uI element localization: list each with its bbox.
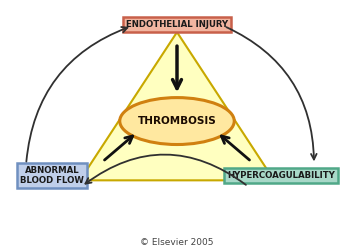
Polygon shape (80, 32, 274, 180)
Text: © Elsevier 2005: © Elsevier 2005 (140, 238, 214, 247)
Text: ENDOTHELIAL INJURY: ENDOTHELIAL INJURY (126, 20, 228, 29)
Text: ABNORMAL
BLOOD FLOW: ABNORMAL BLOOD FLOW (20, 166, 84, 185)
Text: THROMBOSIS: THROMBOSIS (138, 116, 216, 126)
Text: HYPERCOAGULABILITY: HYPERCOAGULABILITY (227, 171, 335, 180)
Ellipse shape (120, 98, 234, 145)
